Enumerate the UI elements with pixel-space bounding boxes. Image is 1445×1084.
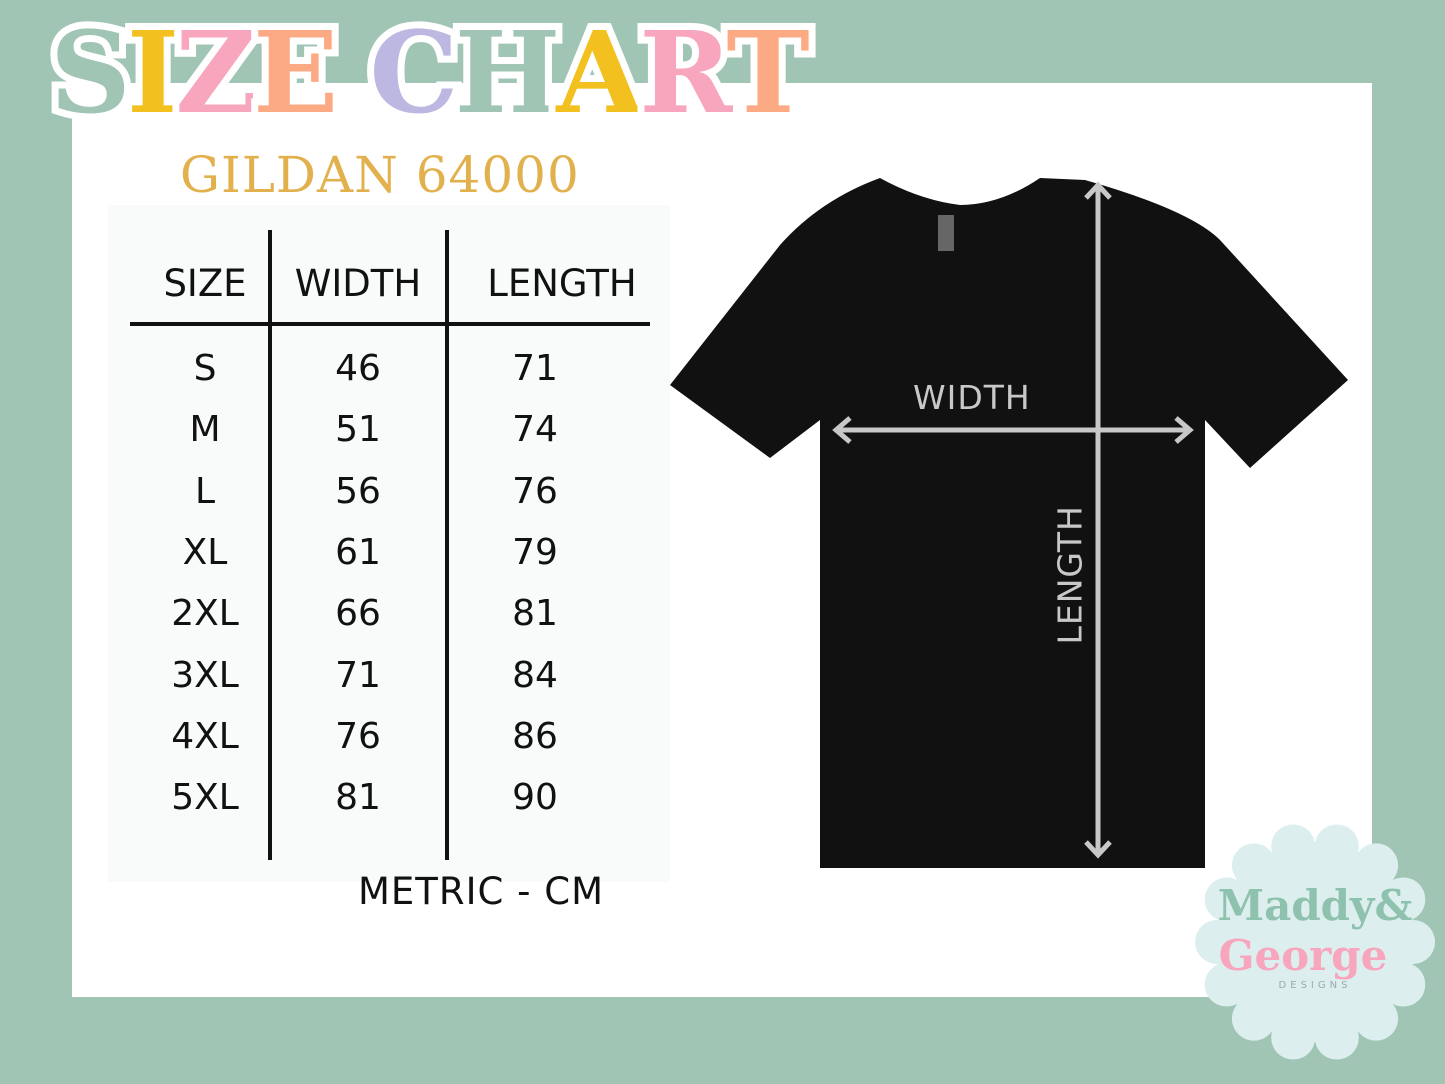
logo-line3: DESIGNS [1279, 980, 1352, 991]
width-cell: 71 [335, 654, 381, 696]
length-label: LENGTH [1050, 505, 1090, 645]
tshirt-diagram [670, 178, 1348, 868]
width-label: WIDTH [913, 378, 1031, 417]
length-cell: 79 [512, 531, 558, 573]
title-letter: H [448, 8, 568, 139]
title-letter: S [43, 8, 138, 139]
length-cell: 84 [512, 654, 558, 696]
length-cell: 90 [512, 777, 558, 819]
size-cell: 3XL [171, 654, 239, 696]
size-cell: M [189, 409, 221, 451]
title-letter: T [719, 8, 816, 139]
size-cell: S [193, 348, 217, 389]
size-table [108, 205, 670, 882]
width-cell: 61 [335, 531, 381, 573]
title-letter: E [246, 8, 345, 139]
width-cell: 76 [335, 715, 381, 757]
width-cell: 46 [335, 348, 381, 389]
header-divider [130, 322, 650, 326]
length-cell: 76 [512, 470, 558, 512]
header-length: LENGTH [487, 262, 637, 305]
size-cell: 5XL [171, 777, 239, 819]
title-letter: I [120, 8, 187, 139]
size-cell: L [194, 470, 216, 512]
width-cell: 81 [335, 777, 381, 819]
length-cell: 81 [512, 593, 558, 635]
size-cell: 2XL [171, 593, 239, 635]
length-cell: 74 [512, 409, 558, 451]
title-letter [334, 8, 369, 139]
width-cell: 66 [335, 593, 381, 635]
neck-label [938, 215, 954, 251]
width-cell: 56 [335, 470, 381, 512]
width-cell: 51 [335, 409, 381, 451]
length-arrow [1084, 181, 1112, 859]
column-divider [445, 230, 449, 860]
title-letter: R [632, 8, 737, 139]
title-letter: C [362, 8, 465, 139]
header-width: WIDTH [294, 262, 422, 305]
size-chart-title: SIZE CHART [43, 11, 817, 137]
unit-note: METRIC - CM [358, 870, 604, 913]
product-name: GILDAN 64000 [180, 146, 580, 204]
header-size: SIZE [163, 262, 247, 305]
size-cell: XL [182, 531, 228, 573]
tshirt-shape [670, 178, 1348, 868]
length-cell: 71 [512, 348, 558, 389]
length-cell: 86 [512, 715, 558, 757]
logo-line1: Maddy& [1218, 881, 1413, 930]
brand-logo: Maddy& George DESIGNS [1195, 824, 1435, 1060]
width-arrow [832, 416, 1194, 444]
size-cell: 4XL [171, 715, 239, 757]
title-letter: Z [168, 8, 264, 139]
title-letter: A [549, 8, 650, 139]
logo-line2: George [1219, 931, 1388, 980]
column-divider [268, 230, 272, 860]
